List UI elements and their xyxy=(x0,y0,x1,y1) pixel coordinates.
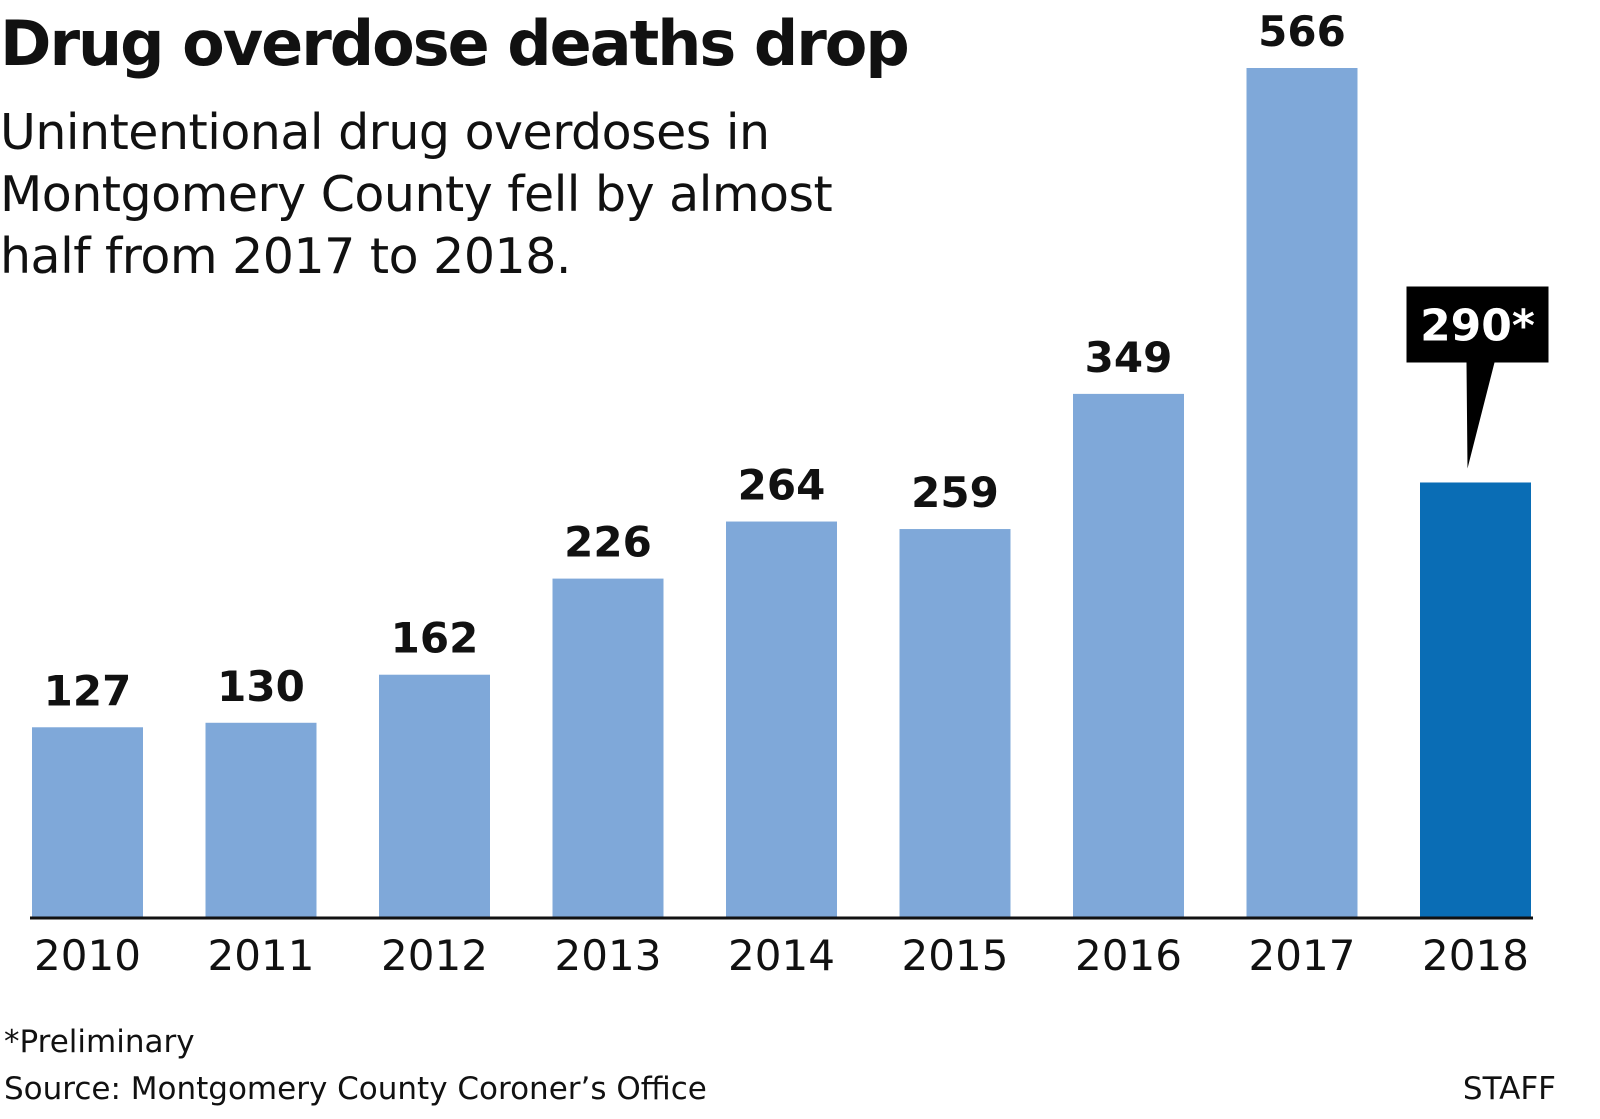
chart-subtitle: Unintentional drug overdoses in Montgome… xyxy=(0,104,833,285)
x-tick-label-2010: 2010 xyxy=(34,931,141,980)
bar-2018 xyxy=(1420,482,1531,918)
bar-2010 xyxy=(32,727,143,918)
x-tick-label-2017: 2017 xyxy=(1249,931,1356,980)
data-label-2010: 127 xyxy=(44,666,132,715)
data-label-2014: 264 xyxy=(738,461,826,510)
chart-title: Drug overdose deaths drop xyxy=(0,7,910,80)
bar-chart: 2010 127 2011 130 2012 162 2013 226 2014 264 2015 2… xyxy=(30,7,1549,980)
x-tick-label-2016: 2016 xyxy=(1075,931,1182,980)
bar-2014 xyxy=(726,521,837,918)
callout-box xyxy=(1406,286,1549,469)
data-label-2013: 226 xyxy=(564,518,652,567)
bar-2013 xyxy=(552,578,664,918)
data-label-2018: 290* xyxy=(1420,300,1535,351)
bar-2016 xyxy=(1073,393,1184,918)
footnote: *Preliminary xyxy=(4,1024,195,1060)
x-tick-label-2018: 2018 xyxy=(1422,931,1529,980)
bar-2012 xyxy=(379,674,490,918)
x-tick-label-2012: 2012 xyxy=(381,931,488,980)
bar-2015 xyxy=(899,529,1011,918)
data-label-2015: 259 xyxy=(911,468,999,517)
source-note: Source: Montgomery County Coroner’s Offi… xyxy=(4,1071,707,1107)
data-label-2016: 349 xyxy=(1085,333,1173,382)
data-label-2017: 566 xyxy=(1258,7,1346,56)
credit: STAFF xyxy=(1462,1071,1556,1107)
data-label-2012: 162 xyxy=(391,614,479,663)
bar-2017 xyxy=(1246,68,1358,918)
x-tick-label-2013: 2013 xyxy=(555,931,662,980)
bar-2011 xyxy=(205,722,317,918)
x-tick-label-2015: 2015 xyxy=(902,931,1009,980)
x-tick-label-2011: 2011 xyxy=(208,931,315,980)
data-label-2011: 130 xyxy=(217,662,305,711)
x-tick-label-2014: 2014 xyxy=(728,931,835,980)
